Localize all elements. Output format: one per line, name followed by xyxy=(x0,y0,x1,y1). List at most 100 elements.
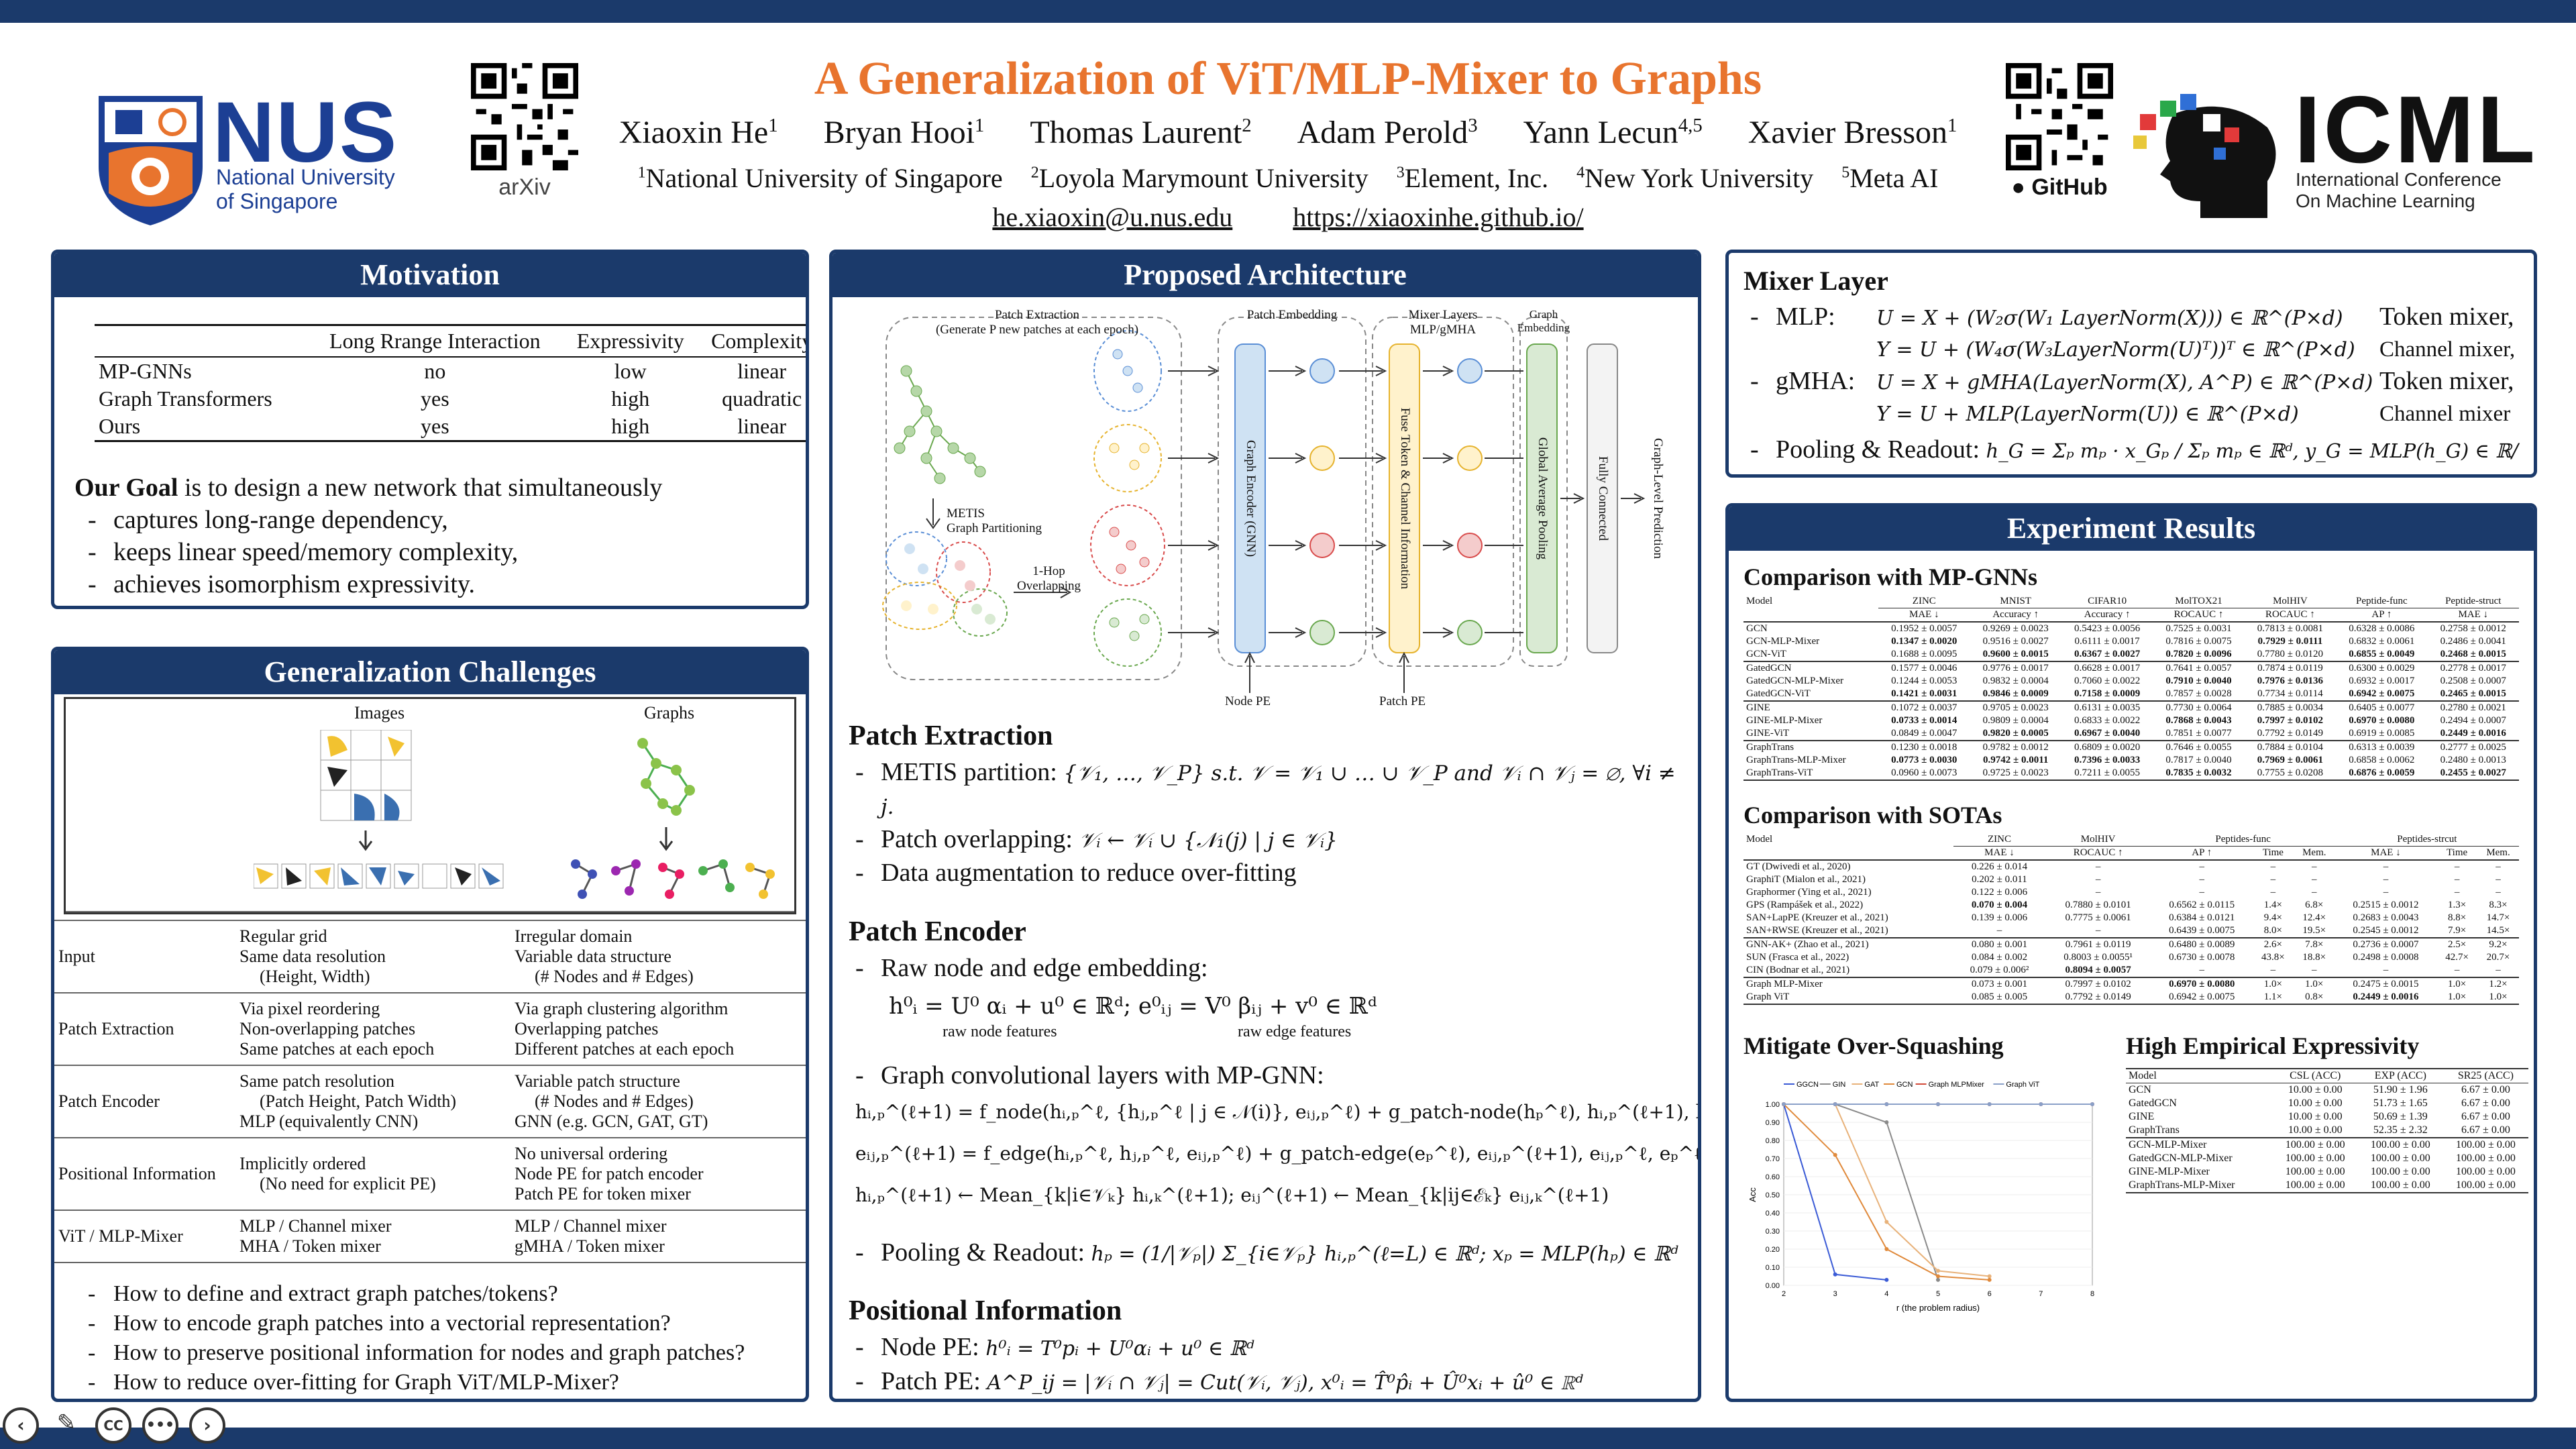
website-link[interactable]: https://xiaoxinhe.github.io/ xyxy=(1293,202,1584,232)
table-cell: – xyxy=(2334,859,2437,873)
more-icon[interactable]: ••• xyxy=(142,1407,178,1444)
table-cell: – xyxy=(2312,887,2317,898)
table-row: GatedGCN 10.00 ± 0.00 51.73 ± 1.65 6.67 ± 0… xyxy=(2126,1097,2528,1110)
poster-header: NUS National University of Singapore arX… xyxy=(0,23,2576,244)
table-cell: 0.6730 ± 0.0078 xyxy=(2169,952,2235,963)
table-cell: – xyxy=(2454,965,2460,975)
model-name: GINE xyxy=(1743,700,1879,714)
table-cell: 0.6313 ± 0.0039 xyxy=(2336,740,2428,754)
table-cell: 0.9600 ± 0.0015 xyxy=(1982,649,2049,659)
table-header: Accuracy ↑ xyxy=(2084,609,2131,620)
email-link[interactable]: he.xiaoxin@u.nus.edu xyxy=(992,202,1233,232)
table-cell: 0.6967 ± 0.0040 xyxy=(2074,728,2141,739)
data-point xyxy=(1936,1277,1940,1282)
model-name: GPS (Rampášek et al., 2022) xyxy=(1746,900,1864,910)
data-point xyxy=(1936,1102,1940,1106)
table-cell: 6.67 ± 0.00 xyxy=(2461,1111,2510,1122)
table-header: Complexity xyxy=(698,324,806,358)
table-cell: 0.8094 ± 0.0057 xyxy=(2065,965,2131,975)
table-header: MolHIV xyxy=(2244,595,2337,608)
table-cell: – xyxy=(2293,859,2335,873)
table-cell: 0.7646 ± 0.0055 xyxy=(2153,740,2245,754)
arxiv-qr-code[interactable] xyxy=(471,63,578,170)
table-cell: 0.7851 ± 0.0077 xyxy=(2165,728,2232,739)
legend-label: GCN xyxy=(1896,1081,1913,1089)
table-cell: – xyxy=(2454,874,2460,885)
table-cell: 100.00 ± 0.00 xyxy=(2272,1179,2358,1193)
table-cell: 1.0× xyxy=(2436,977,2478,991)
table-cell: 0.7835 ± 0.0032 xyxy=(2153,767,2245,781)
table-header: Mem. xyxy=(2486,847,2510,858)
table-header: MolHIV xyxy=(2045,833,2151,847)
back-icon[interactable]: ‹ xyxy=(3,1407,39,1444)
table-cell: 0.7792 ± 0.0149 xyxy=(2045,991,2151,1005)
table-cell: 0.0849 ± 0.0047 xyxy=(1891,728,1957,739)
list-item: Patch overlapping: 𝒱ᵢ ← 𝒱ᵢ ∪ {𝒩₁(j) | j … xyxy=(849,823,1682,857)
nus-line2: of Singapore xyxy=(216,189,338,213)
model-name: SAN+LapPE (Kreuzer et al., 2021) xyxy=(1746,912,1888,923)
table-cell: 100.00 ± 0.00 xyxy=(2285,1166,2345,1177)
table-row: GNN-AK+ (Zhao et al., 2021) 0.080 ± 0.001… xyxy=(1743,937,2519,951)
table-cell: 0.7868 ± 0.0043 xyxy=(2165,715,2232,726)
table-cell: 0.1347 ± 0.0020 xyxy=(1891,636,1957,647)
data-point xyxy=(1884,1120,1889,1124)
table-row: GCN-ViT 0.1688 ± 0.0095 0.9600 ± 0.0015 0.6… xyxy=(1743,648,2519,661)
model-name: CIN (Bodnar et al., 2021) xyxy=(1746,965,1850,975)
y-tick-label: 0.90 xyxy=(1766,1119,1780,1127)
table-cell: – xyxy=(2496,965,2501,975)
y-axis-label: Acc xyxy=(1748,1187,1758,1202)
cc-label: CC xyxy=(103,1417,123,1434)
x-axis-label: r (the problem radius) xyxy=(1896,1303,1980,1313)
author: Adam Perold3 xyxy=(1297,115,1478,150)
table-cell: – xyxy=(2383,874,2389,885)
table-header: EXP (ACC) xyxy=(2357,1068,2443,1083)
model-name: GINE-MLP-Mixer xyxy=(1746,715,1823,726)
table-cell: 42.7× xyxy=(2445,952,2469,963)
table-cell: 0.2780 ± 0.0021 xyxy=(2427,700,2519,714)
data-point xyxy=(1936,1269,1940,1273)
table-cell: 0.6932 ± 0.0017 xyxy=(2349,676,2415,686)
data-point xyxy=(1833,1272,1837,1277)
table-row: SAN+RWSE (Kreuzer et al., 2021) – – 0.6439 … xyxy=(1743,924,2519,938)
forward-icon[interactable]: › xyxy=(189,1407,225,1444)
table-cell: 0.6328 ± 0.0086 xyxy=(2336,621,2428,635)
table-cell: 1.1× xyxy=(2252,991,2294,1005)
table-cell: 0.6832 ± 0.0061 xyxy=(2349,636,2415,647)
table-cell: 7.9× xyxy=(2447,925,2467,936)
github-qr-code[interactable] xyxy=(2006,63,2113,170)
table-cell: 0.6111 ± 0.0017 xyxy=(2074,636,2140,647)
legend-label: GAT xyxy=(1864,1081,1879,1089)
table-cell: 100.00 ± 0.00 xyxy=(2370,1166,2430,1177)
results-panel: Experiment Results Comparison with MP-GN… xyxy=(1725,503,2537,1402)
top-bar xyxy=(0,0,2576,23)
table-cell: 0.6855 ± 0.0049 xyxy=(2349,649,2415,659)
fig-label: METIS Graph Partitioning xyxy=(947,506,1042,535)
graph-patches-illustration xyxy=(571,738,775,899)
github-icon: ● xyxy=(2011,174,2025,200)
pencil-icon[interactable]: ✎ xyxy=(56,1409,76,1436)
table-row: GPS (Rampášek et al., 2022) 0.070 ± 0.004… xyxy=(1743,899,2519,912)
table-cell: 0.2758 ± 0.0012 xyxy=(2427,621,2519,635)
table-row: GraphTrans-ViT 0.0960 ± 0.0073 0.9725 ± 0.… xyxy=(1743,767,2519,781)
fig-label: Patch Embedding xyxy=(1246,308,1338,322)
annotation: raw node features xyxy=(943,1023,1057,1040)
table-cell: 0.7880 ± 0.0101 xyxy=(2065,900,2131,910)
table-row: Input Regular grid Same data resolution (He… xyxy=(54,920,806,993)
x-tick-label: 5 xyxy=(1936,1290,1940,1298)
expressivity-title: High Empirical Expressivity xyxy=(2126,1032,2420,1059)
table-cell: 7.8× xyxy=(2293,937,2335,951)
questions-list: How to define and extract graph patches/… xyxy=(81,1279,806,1397)
table-cell: – xyxy=(2496,874,2501,885)
table-cell: 0.6384 ± 0.0121 xyxy=(2169,912,2235,923)
table-row: GraphTrans-MLP-Mixer 100.00 ± 0.00 100.00 … xyxy=(2126,1179,2528,1193)
poster-title: A Generalization of ViT/MLP-Mixer to Gra… xyxy=(814,53,1762,105)
table-cell: 1.3× xyxy=(2447,900,2467,910)
captions-icon[interactable]: CC xyxy=(95,1407,131,1444)
table-row: GINE-MLP-Mixer 0.0733 ± 0.0014 0.9809 ± 0.… xyxy=(1743,714,2519,727)
image-patches-illustration xyxy=(254,730,504,889)
table-row: GraphTrans 0.1230 ± 0.0018 0.9782 ± 0.0012… xyxy=(1743,740,2519,754)
icml-head-icon xyxy=(2133,94,2276,218)
table-cell: 20.7× xyxy=(2486,952,2510,963)
icml-line1: International Conference xyxy=(2296,169,2502,190)
table-cell: 0.6833 ± 0.0022 xyxy=(2074,715,2141,726)
